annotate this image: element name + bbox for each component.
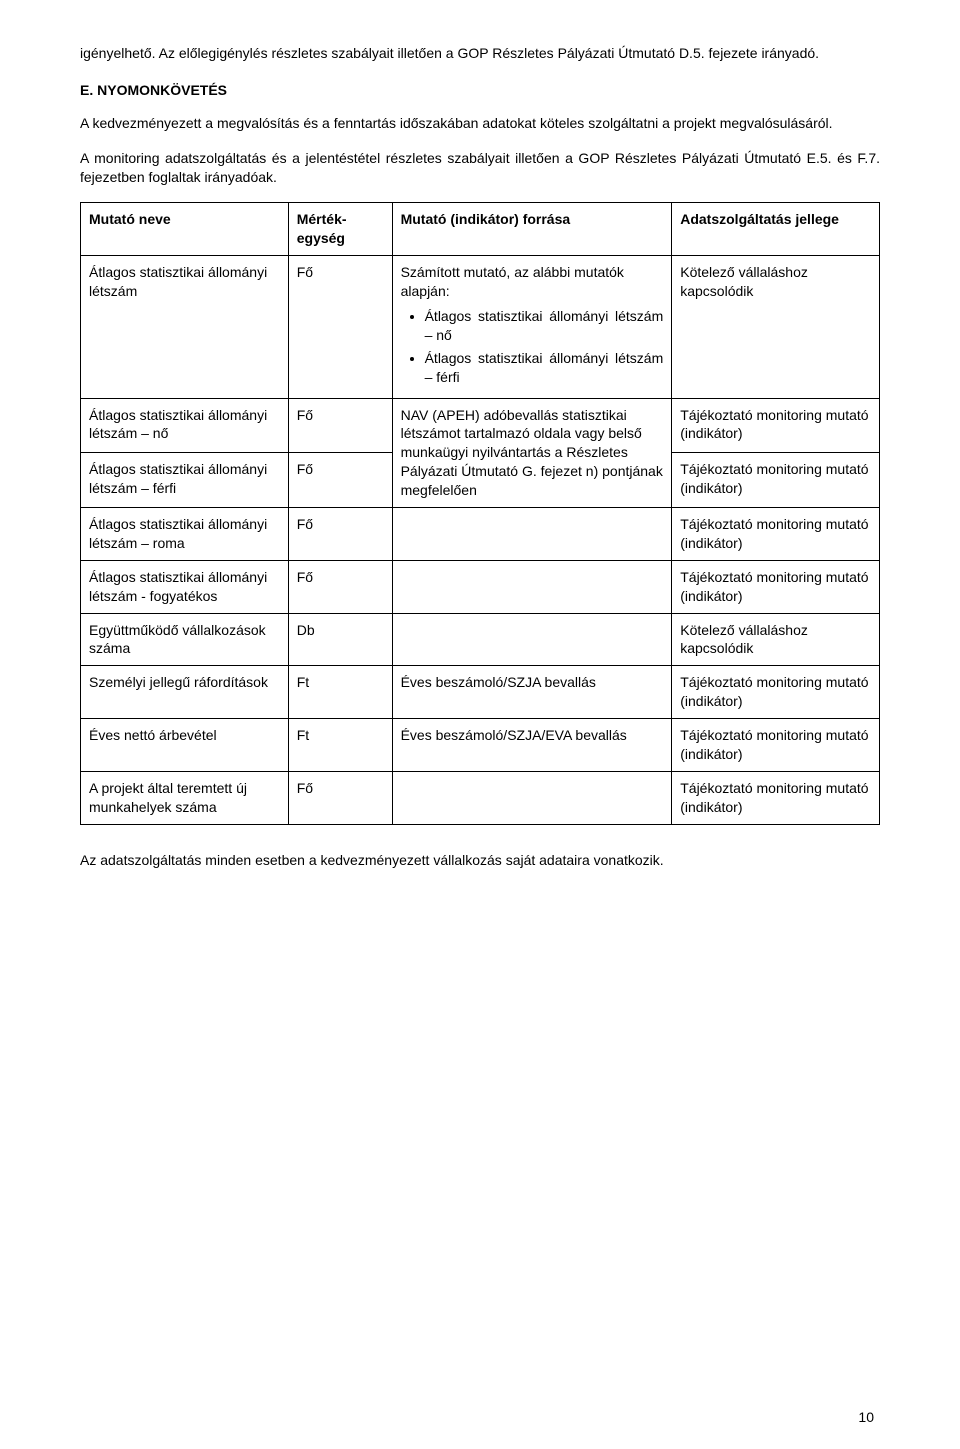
header-unit: Mérték-egység	[288, 203, 392, 256]
cell-unit: Fő	[288, 508, 392, 561]
cell-unit: Fő	[288, 560, 392, 613]
cell-source	[392, 560, 672, 613]
cell-unit: Ft	[288, 666, 392, 719]
table-row: Személyi jellegű ráfordítások Ft Éves be…	[81, 666, 880, 719]
cell-unit: Fő	[288, 453, 392, 508]
table-row: Éves nettó árbevétel Ft Éves beszámoló/S…	[81, 719, 880, 772]
cell-name: Átlagos statisztikai állományi létszám –…	[81, 508, 289, 561]
list-item: Átlagos statisztikai állományi létszám –…	[425, 349, 664, 387]
page-number: 10	[858, 1408, 874, 1427]
list-item: Átlagos statisztikai állományi létszám –…	[425, 307, 664, 345]
cell-type: Tájékoztató monitoring mutató (indikátor…	[672, 719, 880, 772]
cell-unit: Fő	[288, 771, 392, 824]
cell-name: Éves nettó árbevétel	[81, 719, 289, 772]
cell-source	[392, 613, 672, 666]
indicator-table: Mutató neve Mérték-egység Mutató (indiká…	[80, 202, 880, 824]
table-header-row: Mutató neve Mérték-egység Mutató (indiká…	[81, 203, 880, 256]
cell-name: Együttműködő vállalkozások száma	[81, 613, 289, 666]
header-type: Adatszolgáltatás jellege	[672, 203, 880, 256]
header-source: Mutató (indikátor) forrása	[392, 203, 672, 256]
table-row: Átlagos statisztikai állományi létszám -…	[81, 560, 880, 613]
cell-type: Tájékoztató monitoring mutató (indikátor…	[672, 560, 880, 613]
cell-type: Tájékoztató monitoring mutató (indikátor…	[672, 771, 880, 824]
section-heading: E. NYOMONKÖVETÉS	[80, 81, 880, 100]
cell-source	[392, 508, 672, 561]
outro-paragraph: Az adatszolgáltatás minden esetben a ked…	[80, 851, 880, 870]
cell-unit: Ft	[288, 719, 392, 772]
cell-unit: Fő	[288, 256, 392, 398]
cell-type: Tájékoztató monitoring mutató (indikátor…	[672, 398, 880, 453]
cell-source: Éves beszámoló/SZJA bevallás	[392, 666, 672, 719]
cell-name: Személyi jellegű ráfordítások	[81, 666, 289, 719]
table-row: A projekt által teremtett új munkahelyek…	[81, 771, 880, 824]
intro-paragraph-3: A monitoring adatszolgáltatás és a jelen…	[80, 149, 880, 187]
table-row: Átlagos statisztikai állományi létszám –…	[81, 508, 880, 561]
cell-type: Kötelező vállaláshoz kapcsolódik	[672, 613, 880, 666]
cell-type: Tájékoztató monitoring mutató (indikátor…	[672, 508, 880, 561]
cell-name: Átlagos statisztikai állományi létszám	[81, 256, 289, 398]
cell-type: Tájékoztató monitoring mutató (indikátor…	[672, 453, 880, 508]
intro-paragraph-1: igényelhető. Az előlegigénylés részletes…	[80, 44, 880, 63]
cell-type: Tájékoztató monitoring mutató (indikátor…	[672, 666, 880, 719]
table-row: Átlagos statisztikai állományi létszám F…	[81, 256, 880, 398]
cell-type: Kötelező vállaláshoz kapcsolódik	[672, 256, 880, 398]
cell-source: NAV (APEH) adóbevallás statisztikai léts…	[392, 398, 672, 507]
intro-paragraph-2: A kedvezményezett a megvalósítás és a fe…	[80, 114, 880, 133]
cell-name: A projekt által teremtett új munkahelyek…	[81, 771, 289, 824]
header-name: Mutató neve	[81, 203, 289, 256]
cell-source: Számított mutató, az alábbi mutatók alap…	[392, 256, 672, 398]
cell-unit: Fő	[288, 398, 392, 453]
document-page: igényelhető. Az előlegigénylés részletes…	[40, 0, 920, 1449]
table-row: Átlagos statisztikai állományi létszám –…	[81, 398, 880, 453]
cell-name: Átlagos statisztikai állományi létszám –…	[81, 398, 289, 453]
cell-name: Átlagos statisztikai állományi létszám –…	[81, 453, 289, 508]
cell-unit: Db	[288, 613, 392, 666]
cell-source: Éves beszámoló/SZJA/EVA bevallás	[392, 719, 672, 772]
table-row: Együttműködő vállalkozások száma Db Köte…	[81, 613, 880, 666]
cell-name: Átlagos statisztikai állományi létszám -…	[81, 560, 289, 613]
cell-source	[392, 771, 672, 824]
cell-source-pre: Számított mutató, az alábbi mutatók alap…	[401, 264, 624, 299]
cell-source-list: Átlagos statisztikai állományi létszám –…	[401, 307, 664, 387]
